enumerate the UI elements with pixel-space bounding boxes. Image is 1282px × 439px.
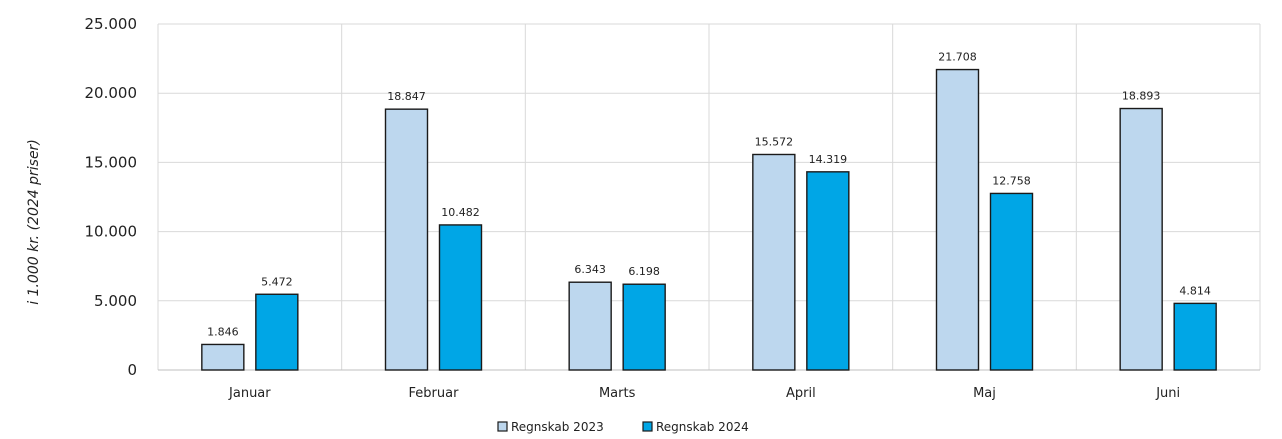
y-tick-label: 15.000 — [85, 153, 138, 171]
y-axis-ticks: 0 5.000 10.000 15.000 20.000 25.000 — [85, 15, 138, 379]
bar-2024 — [989, 192, 1034, 371]
bar-2023 — [201, 343, 245, 371]
bar-2024 — [806, 171, 850, 371]
legend-label: Regnskab 2024 — [656, 420, 749, 434]
x-category-label: April — [786, 386, 816, 401]
bar-2023 — [1119, 107, 1163, 371]
bars — [201, 68, 1217, 371]
legend: Regnskab 2023 Regnskab 2024 — [497, 420, 749, 434]
bar-2023 — [384, 108, 429, 371]
bar-2024 — [1173, 302, 1217, 371]
bar-2024 — [255, 293, 299, 371]
data-label: 6.198 — [628, 265, 660, 278]
y-tick-label: 25.000 — [85, 15, 138, 33]
gridlines — [157, 23, 1261, 371]
bar-2023 — [568, 281, 612, 371]
x-category-label: Juni — [1155, 386, 1180, 401]
x-category-label: Marts — [599, 386, 636, 401]
x-category-label: Maj — [973, 386, 996, 401]
data-label: 5.472 — [261, 275, 293, 288]
y-tick-label: 20.000 — [85, 84, 138, 102]
data-label: 6.343 — [574, 263, 606, 276]
y-tick-label: 5.000 — [94, 292, 137, 310]
bar-2023 — [752, 153, 796, 371]
data-label: 1.846 — [207, 325, 239, 338]
x-axis-categories: Januar Februar Marts April Maj Juni — [228, 386, 1180, 401]
x-category-label: Februar — [409, 386, 460, 401]
data-label: 15.572 — [755, 135, 794, 148]
data-label: 4.814 — [1179, 284, 1211, 297]
data-labels: 1.846 5.472 18.847 10.482 6.343 6.198 15.572 14… — [207, 51, 1211, 339]
legend-swatch-2024 — [642, 421, 653, 432]
bar-2024 — [438, 224, 483, 371]
y-axis-label: i 1.000 kr. (2024 priser) — [26, 139, 42, 305]
data-label: 21.708 — [938, 51, 977, 64]
y-tick-label: 0 — [127, 361, 137, 379]
data-label: 18.893 — [1122, 90, 1161, 103]
data-label: 18.847 — [387, 90, 426, 103]
y-tick-label: 10.000 — [85, 223, 138, 241]
data-label: 14.319 — [809, 153, 848, 166]
legend-label: Regnskab 2023 — [511, 420, 604, 434]
bar-2023 — [935, 68, 980, 371]
x-category-label: Januar — [228, 386, 271, 401]
data-label: 10.482 — [441, 206, 480, 219]
data-label: 12.758 — [992, 174, 1031, 187]
bar-2024 — [622, 283, 666, 371]
legend-swatch-2023 — [497, 421, 508, 432]
